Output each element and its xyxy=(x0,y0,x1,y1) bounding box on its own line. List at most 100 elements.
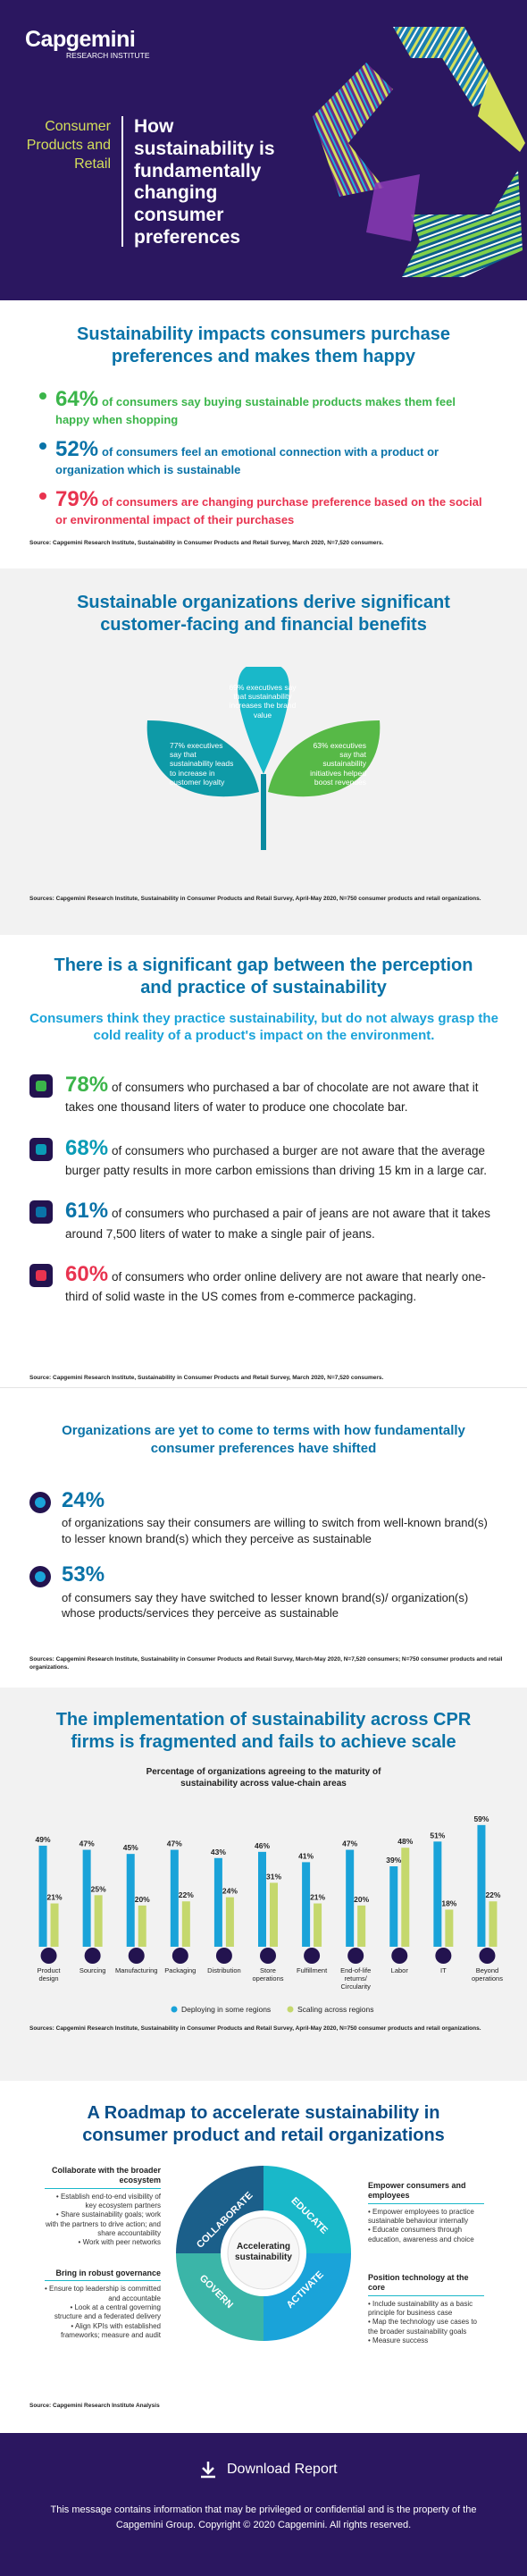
stat-text: 64% of consumers say buying sustainable p… xyxy=(55,385,490,428)
block-item-text: Ensure top leadership is committed and a… xyxy=(49,2285,161,2302)
bar-value-label: 21% xyxy=(47,1893,63,1902)
stat-percent: 68% xyxy=(65,1135,109,1160)
stat-description: of consumers who order online delivery a… xyxy=(65,1269,486,1304)
category-icon xyxy=(347,1948,364,1964)
roadmap-block-educate: Empower consumers and employees • Empower… xyxy=(368,2181,484,2244)
stats-list: 24% of organizations say their consumers … xyxy=(29,1486,498,1636)
block-heading: Empower consumers and employees xyxy=(368,2181,484,2204)
download-button[interactable]: Download Report xyxy=(198,2460,338,2479)
category-icon xyxy=(479,1948,496,1964)
bar-value-label: 31% xyxy=(266,1872,281,1881)
block-item: • Include sustainability as a basic prin… xyxy=(368,2300,484,2319)
category-label: Labor xyxy=(391,1966,409,1974)
bar-value-label: 39% xyxy=(386,1856,401,1865)
stat-description: of consumers who purchased a burger are … xyxy=(65,1143,487,1177)
category-icon xyxy=(391,1948,408,1964)
category-label: Fulfillment xyxy=(297,1966,328,1974)
bar-value-label: 25% xyxy=(91,1884,106,1893)
stat-percent: 79% xyxy=(55,487,99,512)
stat-description: of consumers say they have switched to l… xyxy=(62,1590,469,1621)
icon-glyph xyxy=(36,1269,46,1281)
block-item-text: Include sustainability as a basic princi… xyxy=(368,2299,473,2317)
roadmap-block-govern: Bring in robust governance • Ensure top l… xyxy=(45,2269,161,2341)
category-label: Manufacturing xyxy=(115,1966,158,1974)
source-note: Sources: Capgemini Research Institute, S… xyxy=(29,1656,503,1671)
legend-swatch xyxy=(171,2006,178,2013)
bar xyxy=(401,1848,410,1947)
stat-percent: 24% xyxy=(62,1488,105,1512)
bar xyxy=(389,1866,398,1947)
wheel-center-label: Accelerating sustainability xyxy=(235,2242,292,2262)
bullet-marker: • xyxy=(368,2299,373,2308)
roadmap-block-activate: Position technology at the core • Include… xyxy=(368,2273,484,2345)
category-icon xyxy=(40,1948,57,1964)
bar xyxy=(170,1849,179,1947)
stat-item: 79% of consumers are changing purchase pr… xyxy=(39,485,490,528)
stat-text: 52% of consumers feel an emotional connec… xyxy=(55,435,490,478)
section-title: Sustainable organizations derive signifi… xyxy=(77,593,450,635)
jeans-icon xyxy=(29,1200,53,1225)
bullet-marker: • xyxy=(368,2226,373,2235)
category-icon xyxy=(128,1948,145,1964)
stat-description: of consumers who purchased a bar of choc… xyxy=(65,1081,479,1115)
perception-gap-section: There is a significant gap between the p… xyxy=(0,935,527,1387)
roadmap-section: A Roadmap to accelerate sustainability i… xyxy=(0,2081,527,2433)
category-label: Sourcing xyxy=(79,1966,106,1974)
block-item: • Educate consumers through education, a… xyxy=(368,2226,484,2244)
block-item-text: Align KPIs with established frameworks; … xyxy=(60,2321,161,2340)
bar xyxy=(314,1903,322,1947)
bullet-marker: • xyxy=(368,2318,373,2327)
bar xyxy=(489,1901,498,1947)
bar xyxy=(445,1909,454,1947)
category-icon xyxy=(84,1948,101,1964)
category-label: Store operations xyxy=(252,1966,283,1983)
bullet-dot xyxy=(39,492,46,501)
block-item: • Ensure top leadership is committed and… xyxy=(45,2285,161,2303)
block-item: • Map the technology use cases to the br… xyxy=(368,2318,484,2336)
stat-description: of consumers feel an emotional connectio… xyxy=(55,445,439,477)
icon-glyph xyxy=(36,1081,46,1091)
bar xyxy=(138,1905,146,1947)
bar-value-label: 22% xyxy=(179,1890,194,1899)
block-item-text: Educate consumers through education, awa… xyxy=(368,2226,474,2243)
category-icon xyxy=(304,1948,321,1964)
stat-text: 53% of consumers say they have switched t… xyxy=(62,1561,498,1621)
block-item-text: Share sustainability goals; work with th… xyxy=(46,2210,161,2238)
bar xyxy=(433,1841,442,1947)
bar xyxy=(225,1897,234,1947)
section-title: Organizations are yet to come to terms w… xyxy=(62,1423,465,1456)
bullet-marker: • xyxy=(70,2303,75,2312)
source-note: Sources: Capgemini Research Institute, S… xyxy=(29,896,481,902)
chocolate-icon xyxy=(29,1074,53,1098)
stat-item: 60% of consumers who order online deliver… xyxy=(29,1260,498,1306)
footer: Download Report This message contains in… xyxy=(0,2433,527,2576)
stat-text: 68% of consumers who purchased a burger a… xyxy=(65,1134,498,1180)
block-item: • Align KPIs with established frameworks… xyxy=(45,2322,161,2341)
category-label: Beyond operations xyxy=(472,1966,503,1983)
bar xyxy=(126,1854,135,1947)
roadmap-wheel xyxy=(176,2166,351,2341)
bar xyxy=(82,1849,91,1947)
bar-value-label: 49% xyxy=(36,1835,51,1844)
bar xyxy=(213,1857,222,1947)
legend-label: Deploying in some regions xyxy=(181,2005,271,2014)
bar xyxy=(94,1895,103,1947)
bar-value-label: 46% xyxy=(255,1841,270,1850)
category-icon xyxy=(260,1948,276,1964)
stat-item: 52% of consumers feel an emotional connec… xyxy=(39,435,490,478)
bar-value-label: 59% xyxy=(473,1814,489,1823)
section-title: The implementation of sustainability acr… xyxy=(55,1710,472,1752)
block-item-text: Establish end-to-end visibility of key e… xyxy=(60,2192,161,2210)
header: Capgemini RESEARCH INSTITUTE Consumer Pr… xyxy=(0,0,527,300)
stat-description: of consumers are changing purchase prefe… xyxy=(55,495,482,527)
stat-percent: 64% xyxy=(55,387,99,411)
stat-item: 53% of consumers say they have switched t… xyxy=(29,1561,498,1621)
section-title: There is a significant gap between the p… xyxy=(54,955,473,998)
footer-note: This message contains information that m… xyxy=(50,2504,477,2530)
bar xyxy=(181,1901,190,1947)
bar-value-label: 51% xyxy=(430,1831,445,1839)
bar xyxy=(50,1903,59,1947)
category-label: Distribution xyxy=(207,1966,241,1974)
download-label: Download Report xyxy=(227,2462,338,2477)
block-item-text: Look at a central governing structure an… xyxy=(54,2303,161,2321)
